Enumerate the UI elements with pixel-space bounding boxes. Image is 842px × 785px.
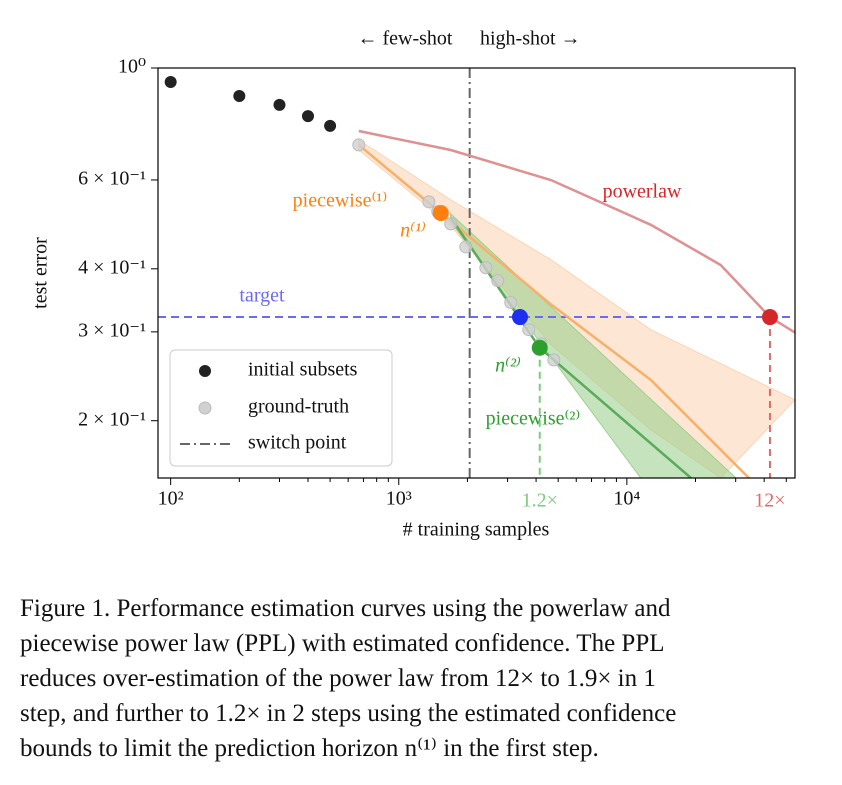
y-tick-label: 3 × 10⁻¹ <box>78 319 146 341</box>
curve-label: powerlaw <box>603 181 682 203</box>
y-tick-label: 6 × 10⁻¹ <box>78 168 146 190</box>
overlay: 10² 10³ 10⁴ 10⁰ 6 × 10⁻¹ 4 × 10⁻¹ 3 × 10⁻¹ 2 × … <box>78 56 787 512</box>
confidence-band <box>450 212 737 478</box>
target-label: target <box>239 285 285 307</box>
ground-truth-point <box>504 296 518 310</box>
estimate-point <box>432 205 449 222</box>
header-left: ← few-shot <box>358 28 453 50</box>
legend-label: ground-truth <box>248 396 349 418</box>
caption-line: reduces over-estimation of the power law… <box>20 665 656 692</box>
plot-area <box>158 68 795 478</box>
ground-truth-point <box>491 274 505 288</box>
caption-line: step, and further to 1.2× in 2 steps usi… <box>20 700 676 727</box>
initial-point <box>233 90 246 103</box>
header-right: high-shot → <box>480 28 581 50</box>
y-tick-label: 2 × 10⁻¹ <box>78 408 146 430</box>
legend-label: switch point <box>248 432 347 454</box>
estimate-point <box>531 339 548 356</box>
y-axis-label: test error <box>30 237 52 309</box>
initial-point <box>273 98 286 111</box>
curve-label: piecewise⁽²⁾ <box>486 408 581 430</box>
x-tick-label: 10³ <box>386 488 412 510</box>
caption-line: piecewise power law (PPL) with estimated… <box>20 630 665 657</box>
ground-truth-point <box>422 195 436 209</box>
curve <box>358 143 750 478</box>
ground-truth-point <box>547 353 561 367</box>
confidence-band <box>358 139 795 478</box>
legend-box <box>169 349 393 467</box>
ground-truth-point <box>479 261 493 275</box>
ground-truth-point <box>352 138 366 152</box>
initial-point <box>301 110 314 123</box>
legend-marker <box>198 401 212 415</box>
caption-line: bounds to limit the prediction horizon n… <box>20 735 599 762</box>
ground-truth-point <box>459 240 473 254</box>
horizon-label: 1.2× <box>522 490 558 512</box>
legend-marker <box>199 365 211 377</box>
ground-truth-point <box>522 323 536 337</box>
plot-frame <box>157 67 796 479</box>
caption-line: Figure 1. Performance estimation curves … <box>20 595 671 622</box>
initial-point <box>164 76 177 89</box>
legend: initial subsets ground-truth switch point <box>169 349 393 467</box>
estimate-point <box>511 309 528 326</box>
y-tick-label: 10⁰ <box>118 56 146 78</box>
x-tick-label: 10² <box>158 488 184 510</box>
y-tick-label: 4 × 10⁻¹ <box>78 256 146 278</box>
horizon-label: 12× <box>754 490 785 512</box>
point-label: n⁽²⁾ <box>495 355 521 377</box>
point-label: n⁽¹⁾ <box>400 220 426 242</box>
estimate-point <box>761 309 778 326</box>
x-tick-label: 10⁴ <box>613 488 640 510</box>
curve-label: piecewise⁽¹⁾ <box>293 190 388 212</box>
initial-point <box>324 119 337 132</box>
legend-label: initial subsets <box>248 359 358 381</box>
caption: Figure 1. Performance estimation curves … <box>20 595 676 762</box>
x-axis-label: # training samples <box>403 519 550 541</box>
ground-truth-point <box>444 217 458 231</box>
